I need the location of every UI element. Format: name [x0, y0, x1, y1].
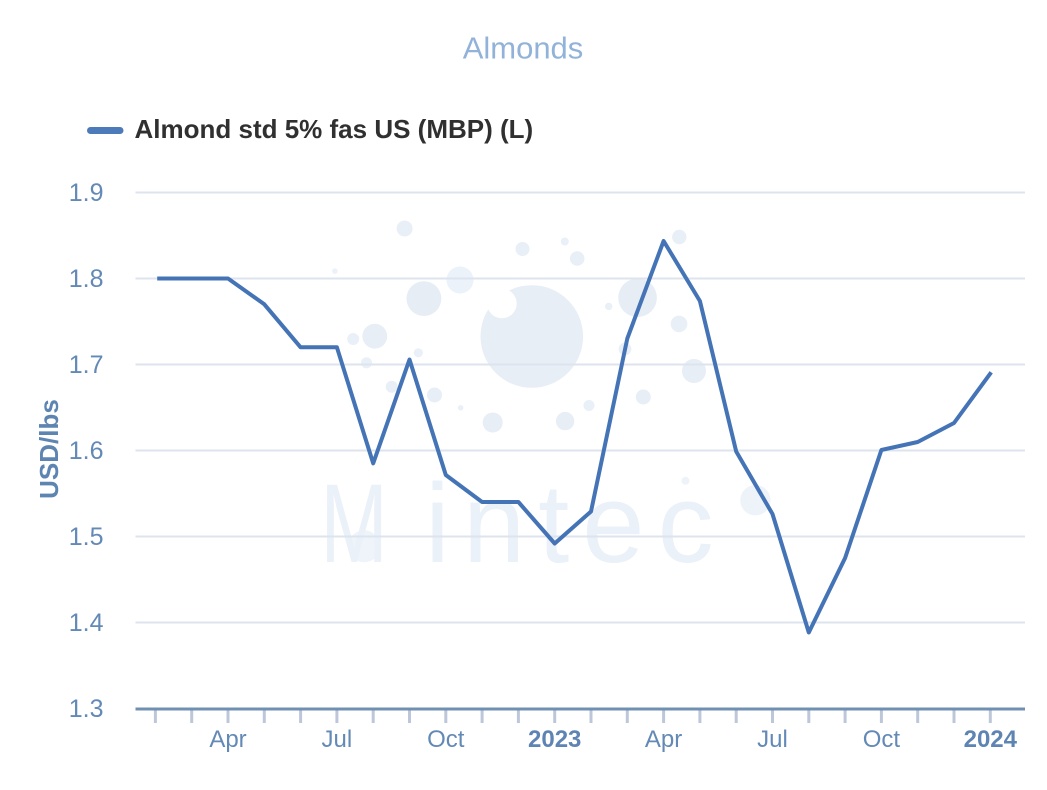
svg-text:Oct: Oct	[863, 726, 901, 753]
svg-text:USD/lbs: USD/lbs	[34, 399, 64, 499]
svg-text:1.6: 1.6	[69, 437, 104, 465]
svg-text:1.5: 1.5	[69, 523, 104, 551]
svg-text:1.8: 1.8	[69, 265, 104, 293]
svg-text:1.9: 1.9	[69, 179, 104, 207]
svg-text:2024: 2024	[964, 726, 1018, 753]
svg-text:M: M	[321, 461, 388, 586]
svg-text:Jul: Jul	[757, 726, 788, 753]
svg-text:Apr: Apr	[645, 726, 682, 753]
svg-text:Apr: Apr	[209, 726, 246, 753]
svg-text:Almond std 5% fas US (MBP) (L): Almond std 5% fas US (MBP) (L)	[135, 114, 534, 144]
svg-text:1.7: 1.7	[69, 351, 104, 379]
svg-text:intec: intec	[425, 461, 727, 586]
svg-text:1.3: 1.3	[69, 695, 104, 723]
svg-text:1.4: 1.4	[69, 609, 104, 637]
svg-text:2023: 2023	[528, 726, 581, 753]
svg-text:Jul: Jul	[322, 726, 353, 753]
svg-text:Almonds: Almonds	[463, 31, 584, 66]
svg-text:Oct: Oct	[427, 726, 465, 753]
